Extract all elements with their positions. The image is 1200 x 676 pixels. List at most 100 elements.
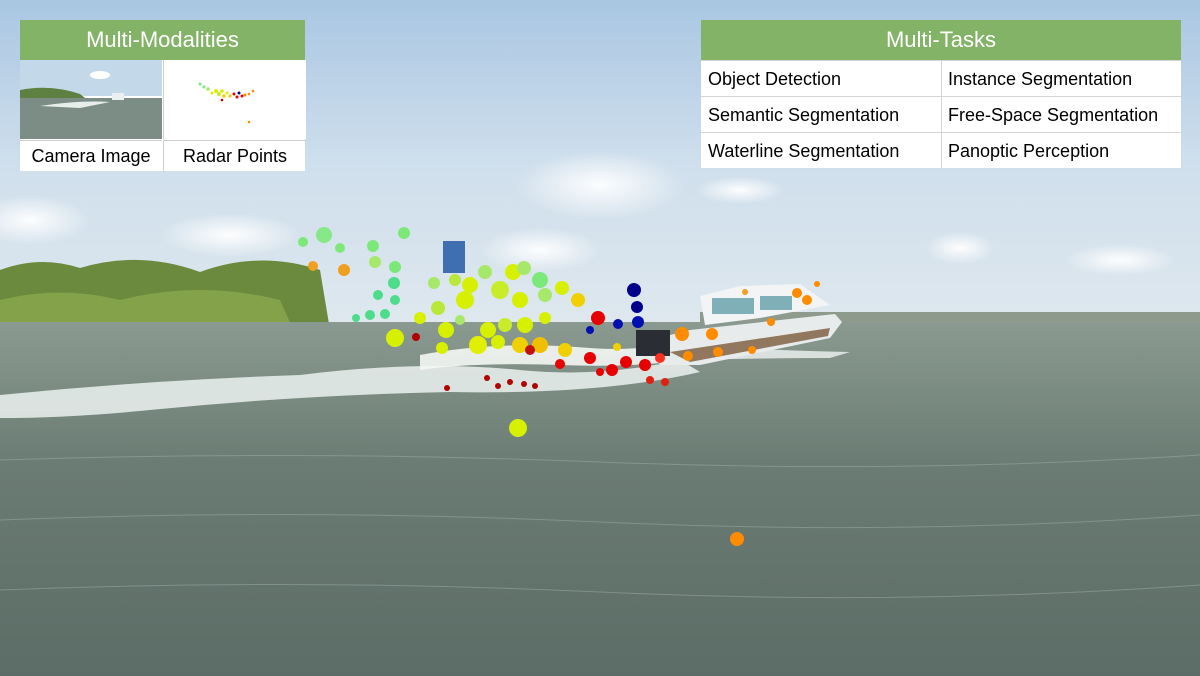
- tasks-table: Object Detection Instance Segmentation S…: [701, 60, 1181, 168]
- radar-point: [558, 343, 572, 357]
- radar-point: [308, 261, 318, 271]
- radar-point: [539, 312, 551, 324]
- cloud: [515, 150, 685, 220]
- radar-point: [517, 261, 531, 275]
- radar-point: [444, 385, 450, 391]
- radar-point: [462, 277, 478, 293]
- cloud: [925, 232, 995, 264]
- radar-point: [412, 333, 420, 341]
- radar-point: [606, 364, 618, 376]
- radar-point: [675, 327, 689, 341]
- radar-point: [390, 295, 400, 305]
- task-semantic-segmentation: Semantic Segmentation: [701, 96, 941, 132]
- cloud: [0, 195, 90, 245]
- radar-point: [478, 265, 492, 279]
- radar-point: [730, 532, 744, 546]
- task-waterline-segmentation: Waterline Segmentation: [701, 132, 941, 168]
- radar-point: [373, 290, 383, 300]
- camera-image-label: Camera Image: [20, 140, 162, 171]
- multi-modalities-panel: Multi-Modalities: [20, 20, 306, 171]
- cloud: [695, 176, 785, 204]
- radar-point: [683, 351, 693, 361]
- radar-point: [507, 379, 513, 385]
- radar-point: [469, 336, 487, 354]
- cloud: [480, 228, 600, 272]
- radar-point: [389, 261, 401, 273]
- radar-point: [509, 419, 527, 437]
- radar-point: [352, 314, 360, 322]
- radar-point: [512, 337, 528, 353]
- radar-point: [367, 240, 379, 252]
- radar-points-label: Radar Points: [163, 140, 306, 171]
- radar-point: [335, 243, 345, 253]
- wake: [0, 360, 700, 418]
- radar-point: [449, 274, 461, 286]
- modalities-grid: Camera Image Radar Points: [20, 60, 306, 171]
- radar-point: [480, 322, 496, 338]
- radar-point: [792, 288, 802, 298]
- radar-point: [369, 256, 381, 268]
- radar-point: [455, 315, 465, 325]
- multi-tasks-title: Multi-Tasks: [701, 20, 1181, 60]
- radar-point: [627, 283, 641, 297]
- radar-point: [398, 227, 410, 239]
- radar-point: [456, 291, 474, 309]
- radar-point: [586, 326, 594, 334]
- radar-point: [532, 272, 548, 288]
- radar-point: [584, 352, 596, 364]
- radar-point: [365, 310, 375, 320]
- far-shore: [700, 312, 1200, 322]
- radar-points-overlay: [298, 227, 820, 546]
- cloud: [1065, 244, 1175, 276]
- radar-point: [706, 328, 718, 340]
- radar-point: [338, 264, 350, 276]
- radar-point: [438, 322, 454, 338]
- multi-modalities-title: Multi-Modalities: [20, 20, 305, 60]
- radar-point: [591, 311, 605, 325]
- radar-point: [748, 346, 756, 354]
- radar-point: [555, 359, 565, 369]
- radar-point: [639, 359, 651, 371]
- radar-point: [767, 318, 775, 326]
- radar-point: [316, 227, 332, 243]
- radar-point: [555, 281, 569, 295]
- radar-point: [646, 376, 654, 384]
- radar-point: [538, 288, 552, 302]
- radar-point: [532, 383, 538, 389]
- radar-point: [484, 375, 490, 381]
- radar-point: [388, 277, 400, 289]
- radar-point: [571, 293, 585, 307]
- radar-point: [814, 281, 820, 287]
- task-object-detection: Object Detection: [701, 60, 941, 96]
- radar-point: [521, 381, 527, 387]
- radar-point: [532, 337, 548, 353]
- radar-point: [431, 301, 445, 315]
- radar-point: [596, 368, 604, 376]
- radar-point: [661, 378, 669, 386]
- multi-tasks-panel: Multi-Tasks Object Detection Instance Se…: [701, 20, 1181, 168]
- radar-point: [495, 383, 501, 389]
- radar-point: [428, 277, 440, 289]
- radar-point: [613, 319, 623, 329]
- radar-point: [631, 301, 643, 313]
- radar-point: [512, 292, 528, 308]
- camera-image-thumbnail: [20, 60, 162, 139]
- radar-point: [525, 345, 535, 355]
- radar-point: [655, 353, 665, 363]
- radar-point: [436, 342, 448, 354]
- radar-point: [498, 318, 512, 332]
- radar-point: [613, 343, 621, 351]
- task-free-space-segmentation: Free-Space Segmentation: [941, 96, 1181, 132]
- radar-point: [517, 317, 533, 333]
- water-ripples: [0, 454, 1200, 599]
- radar-point: [491, 281, 509, 299]
- speedboat: [636, 284, 842, 365]
- cloud: [160, 213, 300, 257]
- task-instance-segmentation: Instance Segmentation: [941, 60, 1181, 96]
- radar-point: [414, 312, 426, 324]
- radar-point: [632, 316, 644, 328]
- radar-point: [742, 289, 748, 295]
- radar-points-thumbnail: [163, 60, 306, 139]
- radar-point: [380, 309, 390, 319]
- radar-point: [298, 237, 308, 247]
